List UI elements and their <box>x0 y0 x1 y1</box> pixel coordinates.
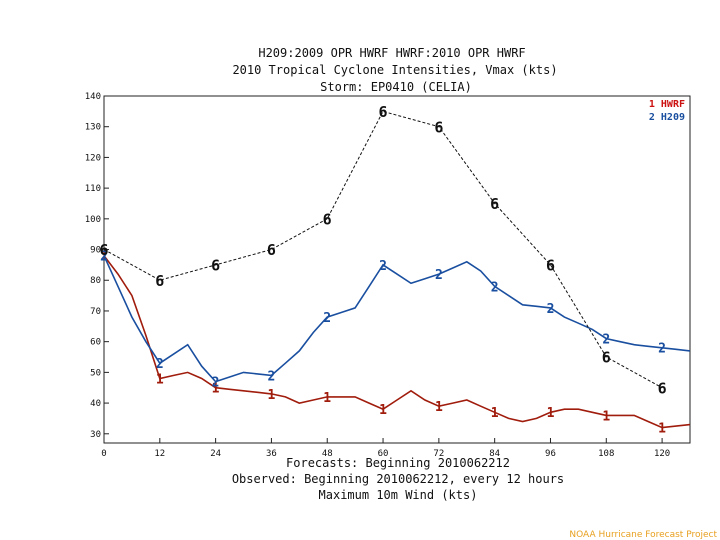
series-marker: 6 <box>490 195 499 213</box>
series-marker: 2 <box>100 250 108 265</box>
x-tick-label: 120 <box>654 449 670 459</box>
series-marker: 6 <box>658 379 667 397</box>
chart-title-line-1: H209:2009 OPR HWRF HWRF:2010 OPR HWRF <box>258 46 525 60</box>
series-marker: 1 <box>156 373 164 388</box>
series-marker: 2 <box>212 376 220 391</box>
series-marker: 6 <box>434 118 443 136</box>
series-marker: 6 <box>99 241 108 259</box>
series-marker: 2 <box>379 259 387 274</box>
series-marker: 2 <box>491 280 499 295</box>
y-tick-label: 80 <box>90 276 101 286</box>
x-tick-label: 84 <box>489 449 500 459</box>
y-tick-label: 70 <box>90 307 101 317</box>
series-marker: 6 <box>378 103 387 121</box>
caption-line-1: Forecasts: Beginning 2010062212 <box>286 456 510 470</box>
caption-line-2: Observed: Beginning 2010062212, every 12… <box>232 472 564 486</box>
series-marker: 1 <box>212 382 220 397</box>
x-tick-label: 60 <box>378 449 389 459</box>
series-marker: 1 <box>658 422 666 437</box>
y-tick-label: 140 <box>85 92 101 102</box>
x-tick-label: 0 <box>101 449 106 459</box>
series-marker: 1 <box>491 406 499 421</box>
x-tick-label: 108 <box>598 449 614 459</box>
y-tick-label: 130 <box>85 123 101 133</box>
y-tick-label: 110 <box>85 184 101 194</box>
legend-num: 2 <box>649 112 655 123</box>
series-hwrf: 111 1 11 1 1 1 11 <box>100 250 691 437</box>
series-marker: 6 <box>155 272 164 290</box>
series-marker: 6 <box>546 257 555 275</box>
legend-entry-h209: 2 H209 <box>649 112 685 123</box>
series-marker: 1 <box>602 409 610 424</box>
y-tick-label: 40 <box>90 399 101 409</box>
series-observed: 6 6 6 6 6 6 6 6 6 6 6 <box>99 103 666 397</box>
y-tick-label: 30 <box>90 430 101 440</box>
series-h209: 2 2 2 2 2 2 2 2 2 2 2 <box>100 250 691 391</box>
series-marker: 2 <box>156 357 164 372</box>
series-marker: 1 <box>267 388 275 403</box>
x-tick-label: 24 <box>210 449 221 459</box>
series-marker: 1 <box>323 391 331 406</box>
series-marker: 1 <box>547 406 555 421</box>
series-marker: 2 <box>435 268 443 283</box>
y-axis: 30 40 50 60 70 80 90 100 110 120 130 140 <box>85 92 109 440</box>
y-tick-label: 90 <box>90 246 101 256</box>
caption-line-3: Maximum 10m Wind (kts) <box>319 488 478 502</box>
series-marker: 2 <box>547 302 555 317</box>
x-tick-label: 12 <box>154 449 165 459</box>
chart-title-line-2: 2010 Tropical Cyclone Intensities, Vmax … <box>232 63 557 77</box>
series-marker: 1 <box>379 403 387 418</box>
x-axis-caption: Forecasts: Beginning 2010062212 Observed… <box>232 456 564 502</box>
x-tick-label: 48 <box>322 449 333 459</box>
series-marker: 6 <box>323 211 332 229</box>
x-tick-label: 36 <box>266 449 277 459</box>
x-tick-label: 72 <box>433 449 444 459</box>
x-axis: 0 12 24 36 48 60 72 84 96 108 120 <box>101 438 670 459</box>
series-marker: 6 <box>602 349 611 367</box>
series-marker: 6 <box>267 241 276 259</box>
series-line <box>103 110 663 389</box>
series-marker: 2 <box>602 333 610 348</box>
legend-num: 1 <box>649 99 655 110</box>
footer-credit: NOAA Hurricane Forecast Project <box>569 530 717 540</box>
chart-title-line-3: Storm: EP0410 (CELIA) <box>320 80 472 94</box>
legend: 1 HWRF 2 H209 <box>649 99 685 123</box>
x-tick-label: 96 <box>545 449 556 459</box>
series-marker: 6 <box>211 257 220 275</box>
series-marker: 1 <box>435 400 443 415</box>
series-marker: 2 <box>267 369 275 384</box>
series-line <box>103 255 691 383</box>
legend-label: H209 <box>661 112 685 123</box>
y-tick-label: 100 <box>85 215 101 225</box>
y-tick-label: 50 <box>90 368 101 378</box>
series-marker: 2 <box>323 311 331 326</box>
plot-frame <box>103 95 691 444</box>
series-line <box>103 255 691 429</box>
legend-entry-hwrf: 1 HWRF <box>649 99 685 110</box>
legend-label: HWRF <box>661 99 685 110</box>
y-tick-label: 60 <box>90 338 101 348</box>
chart-title: H209:2009 OPR HWRF HWRF:2010 OPR HWRF 20… <box>232 46 557 94</box>
series-marker: 2 <box>658 342 666 357</box>
y-tick-label: 120 <box>85 153 101 163</box>
